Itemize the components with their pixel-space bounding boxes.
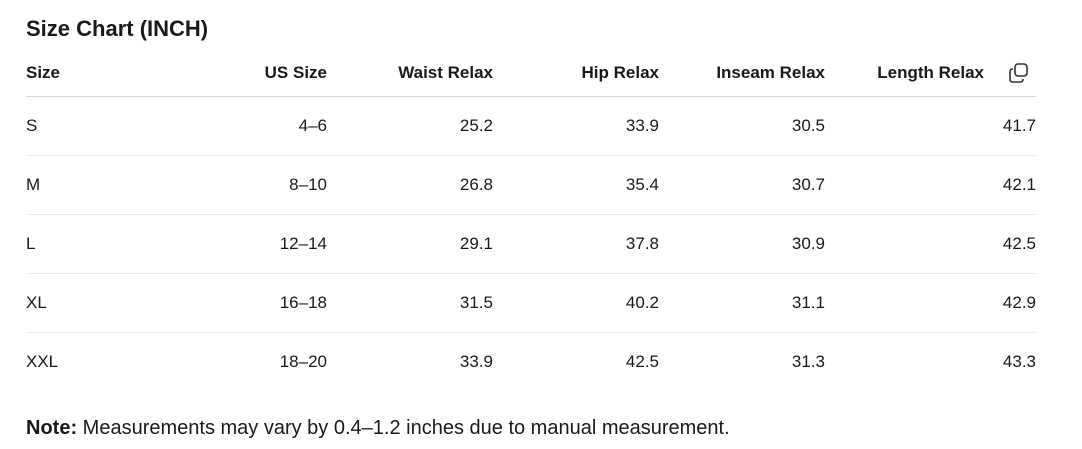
- table-cell: L: [26, 234, 36, 253]
- table-cell: 40.2: [625, 293, 659, 312]
- header-cell: Waist Relax: [398, 63, 493, 82]
- table-cell: S: [26, 116, 38, 135]
- header-cell: Hip Relax: [581, 63, 659, 82]
- header-cell: Length Relax: [877, 63, 984, 82]
- table-row: XXL 18–20 33.9 42.5 31.3 43.3: [26, 333, 1036, 391]
- table-cell: 33.9: [459, 352, 493, 371]
- table-row: M 8–10 26.8 35.4 30.7 42.1: [26, 156, 1036, 215]
- table-cell: 35.4: [625, 175, 659, 194]
- table-cell: 41.7: [1002, 116, 1036, 135]
- table-cell: 26.8: [459, 175, 493, 194]
- table-cell: 31.1: [791, 293, 825, 312]
- table-row: S 4–6 25.2 33.9 30.5 41.7: [26, 97, 1036, 156]
- table-cell: 33.9: [625, 116, 659, 135]
- table-cell: 16–18: [279, 293, 327, 312]
- size-table: Size US Size Waist Relax Hip Relax Inseam Re…: [26, 56, 1036, 391]
- table-cell: 30.7: [791, 175, 825, 194]
- table-cell: 25.2: [459, 116, 493, 135]
- note: Note: Measurements may vary by 0.4–1.2 i…: [26, 417, 730, 440]
- header-cell: US Size: [264, 63, 327, 82]
- table-cell: 12–14: [279, 234, 327, 253]
- table-cell: 18–20: [279, 352, 327, 371]
- table-cell: XXL: [26, 352, 59, 371]
- note-label: Note:: [26, 417, 78, 439]
- table-cell: 8–10: [289, 175, 327, 194]
- header-row: Size US Size Waist Relax Hip Relax Inseam Re…: [26, 56, 1036, 97]
- copy-button[interactable]: [1008, 62, 1030, 84]
- table-cell: 31.5: [459, 293, 493, 312]
- note-text: Measurements may vary by 0.4–1.2 inches …: [82, 417, 730, 439]
- table-row: L 12–14 29.1 37.8 30.9 42.5: [26, 215, 1036, 274]
- title: Size Chart (INCH): [26, 16, 209, 41]
- table-cell: 29.1: [459, 234, 493, 253]
- table-cell: 42.1: [1002, 175, 1036, 194]
- table-cell: 30.9: [791, 234, 825, 253]
- table-cell: 30.5: [791, 116, 825, 135]
- table-cell: 42.5: [1002, 234, 1036, 253]
- table-cell: M: [26, 175, 41, 194]
- header-cell: Inseam Relax: [716, 63, 825, 82]
- table-cell: XL: [26, 293, 47, 312]
- table-row: XL 16–18 31.5 40.2 31.1 42.9: [26, 274, 1036, 333]
- header-cell: Size: [26, 63, 61, 82]
- table-cell: 42.5: [625, 352, 659, 371]
- table-cell: 42.9: [1002, 293, 1036, 312]
- table-cell: 4–6: [298, 116, 327, 135]
- table-cell: 43.3: [1002, 352, 1036, 371]
- table-cell: 37.8: [625, 234, 659, 253]
- table-cell: 31.3: [791, 352, 825, 371]
